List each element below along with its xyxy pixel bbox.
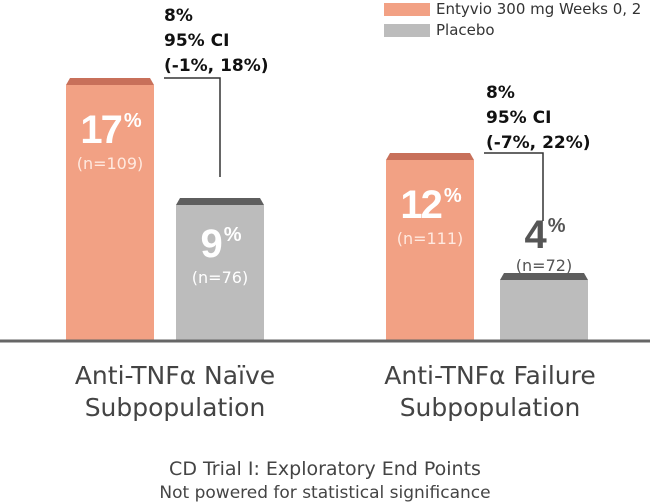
category-label-0-1: Subpopulation xyxy=(85,393,266,422)
legend: Entyvio 300 mg Weeks 0, 2 Placebo xyxy=(384,0,641,39)
bar-cap-placebo-0 xyxy=(176,198,264,205)
bar-n-label: (n=76) xyxy=(192,268,248,287)
difference-brackets xyxy=(164,77,544,221)
category-label-1-0: Anti-TNFα Failure xyxy=(384,361,595,390)
difference-bracket-1 xyxy=(484,152,544,221)
legend-label-entyvio: Entyvio 300 mg Weeks 0, 2 xyxy=(436,0,641,18)
bar-value-label: 4% xyxy=(524,213,565,257)
bar-cap-entyvio-1 xyxy=(386,153,474,160)
bar-value-label: 17% xyxy=(80,108,142,152)
difference-line-1-1: 95% CI xyxy=(486,108,551,128)
bar-n-label: (n=111) xyxy=(397,229,464,248)
difference-line-0-1: 95% CI xyxy=(164,31,229,51)
legend-label-placebo: Placebo xyxy=(436,21,495,39)
legend-swatch-entyvio xyxy=(384,3,430,16)
bars-layer: 17 % (n=109) 9 % (n=76) 12 % (n=111) 4 %(n=72) xyxy=(66,78,588,340)
bar-value-label: 9% xyxy=(200,222,241,266)
category-labels: Anti-TNFα Naïve Subpopulation Anti-TNFα Fa… xyxy=(75,361,596,422)
category-label-1-1: Subpopulation xyxy=(400,393,581,422)
difference-annotations: 8% 95% CI (-1%, 18%) 8% 95% CI (-7%, 22%) xyxy=(164,6,591,153)
bar-placebo-0 xyxy=(176,205,264,340)
bar-placebo-1 xyxy=(500,280,588,340)
chart-subtitle: Not powered for statistical significance xyxy=(159,483,490,503)
category-label-0-0: Anti-TNFα Naïve xyxy=(75,361,275,390)
difference-line-0-0: 8% xyxy=(164,6,193,26)
difference-line-1-2: (-7%, 22%) xyxy=(486,133,591,153)
bar-cap-entyvio-0 xyxy=(66,78,154,85)
bar-n-label: (n=109) xyxy=(77,154,144,173)
bar-entyvio-0 xyxy=(66,85,154,340)
difference-line-1-0: 8% xyxy=(486,83,515,103)
chart-title: CD Trial I: Exploratory End Points xyxy=(169,458,481,480)
difference-bracket-0 xyxy=(164,77,221,177)
bar-entyvio-1 xyxy=(386,160,474,340)
bar-cap-placebo-1 xyxy=(500,273,588,280)
legend-swatch-placebo xyxy=(384,24,430,37)
bar-n-label: (n=72) xyxy=(516,256,572,275)
difference-line-0-2: (-1%, 18%) xyxy=(164,56,269,76)
bar-value-label: 12% xyxy=(400,183,462,227)
